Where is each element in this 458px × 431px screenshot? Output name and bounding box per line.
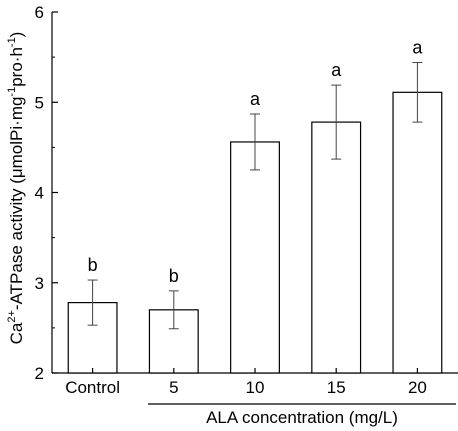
x-tick-label: 20 xyxy=(408,378,427,397)
y-tick-label: 3 xyxy=(35,274,44,293)
x-tick-label: 5 xyxy=(169,378,178,397)
significance-label: a xyxy=(412,38,423,58)
bar xyxy=(311,121,362,374)
y-axis-label: Ca2+-ATPase activity (μmolPi·mg-1pro·h-1… xyxy=(6,32,26,345)
y-tick-label: 6 xyxy=(35,3,44,22)
significance-label: a xyxy=(331,60,342,80)
plot-area: 2 3 4 5 6 b Control b 5 a 10 a 15 a 20 xyxy=(35,3,458,397)
significance-label: b xyxy=(169,266,179,286)
x-tick-label: 15 xyxy=(327,378,346,397)
y-tick-label: 2 xyxy=(35,364,44,383)
bar xyxy=(230,141,280,374)
bar xyxy=(392,91,443,374)
x-axis-label: ALA concentration (mg/L) xyxy=(206,408,398,427)
svg-text:Ca2+-ATPase activity (μmolPi·m: Ca2+-ATPase activity (μmolPi·mg-1pro·h-1… xyxy=(6,32,26,345)
y-tick-label: 5 xyxy=(35,93,44,112)
significance-label: a xyxy=(250,89,261,109)
x-tick-label: Control xyxy=(65,378,120,397)
x-tick-label: 10 xyxy=(246,378,265,397)
y-tick-label: 4 xyxy=(35,184,44,203)
significance-label: b xyxy=(88,255,98,275)
